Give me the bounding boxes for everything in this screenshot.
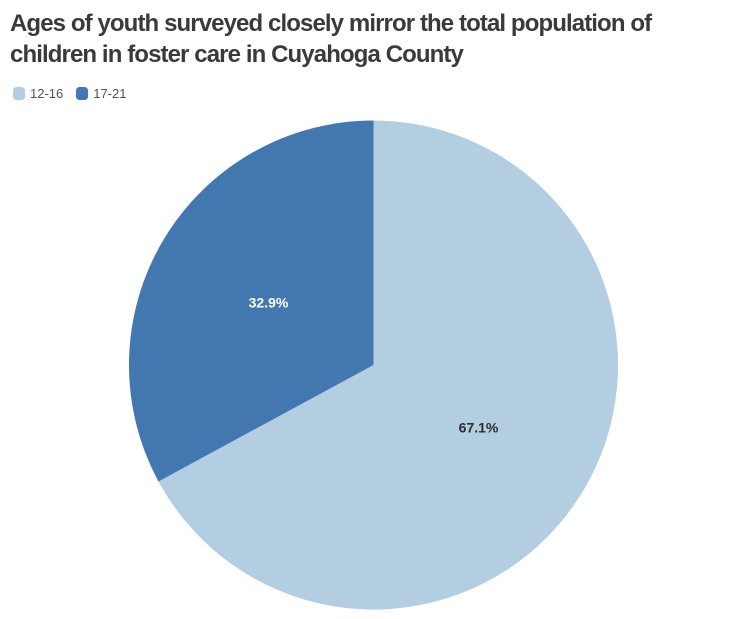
pie-slice-17-21[interactable] (128, 120, 374, 482)
legend-label-12-16: 12-16 (30, 86, 64, 101)
slice-label-17-21: 32.9% (249, 294, 289, 310)
legend-swatch-12-16-icon (13, 87, 25, 100)
legend-label-17-21: 17-21 (93, 86, 127, 101)
chart-title-line1: Ages of youth surveyed closely mirror th… (10, 10, 652, 37)
legend: 12-16 17-21 (13, 86, 127, 101)
chart-title-line2: children in foster care in Cuyahoga Coun… (10, 41, 464, 68)
legend-item-12-16: 12-16 (13, 86, 63, 101)
slice-label-12-16: 67.1% (459, 420, 499, 436)
pie-slice-12-16[interactable] (158, 120, 618, 610)
chart-title: Ages of youth surveyed closely mirror th… (10, 8, 652, 70)
legend-swatch-17-21-icon (76, 87, 89, 100)
legend-item-17-21: 17-21 (76, 86, 127, 101)
